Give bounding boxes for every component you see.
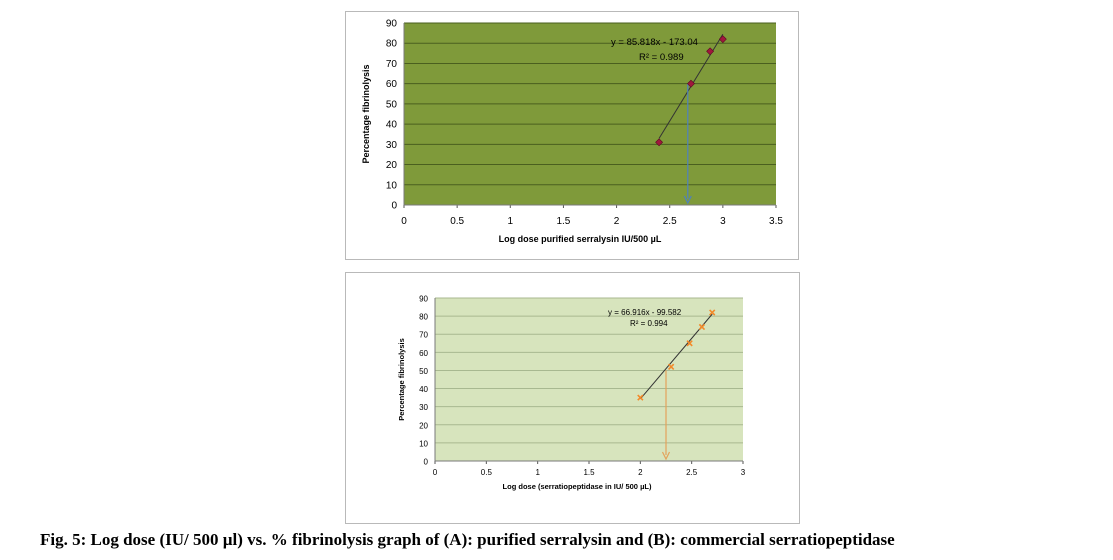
data-point [709,309,716,316]
plot-area [404,23,776,205]
data-point [698,323,706,331]
data-point [686,340,693,347]
y-tick-label: 10 [419,439,428,448]
x-tick-label: 2 [638,468,643,477]
y-tick-label: 10 [386,180,398,191]
y-tick-label: 20 [419,421,428,430]
y-tick-label: 60 [386,79,398,90]
y-tick-label: 50 [386,99,398,110]
data-point [718,35,727,44]
y-tick-label: 80 [386,39,398,50]
x-axis-label: Log dose (serratiopeptidase in IU/ 500 µ… [503,482,652,491]
cropped-text-line [0,0,1113,4]
figure-caption: Fig. 5: Log dose (IU/ 500 µl) vs. % fibr… [40,530,895,549]
y-tick-label: 40 [419,385,428,394]
data-point [637,394,644,401]
chart-panel-a: 0 10 20 30 40 50 60 70 80 90 0 0.5 1 1.5 2 2.5 3 3.5 Log d… [345,11,799,260]
x-tick-label: 2.5 [686,468,698,477]
x-tick-label: 0.5 [481,468,493,477]
y-tick-label: 20 [386,160,398,171]
y-tick-label: 70 [419,331,428,340]
y-tick-label: 30 [386,140,398,151]
y-tick-label: 60 [419,349,428,358]
data-point [706,47,715,56]
drop-arrow-head [683,195,692,205]
x-tick-label: 1.5 [556,216,570,227]
chart-b-svg: 0 10 20 30 40 50 60 70 80 90 0 0.5 1 1.5 2 2.5 3 Log dose… [397,295,746,492]
x-tick-label: 2 [614,216,620,227]
x-tick-label: 3 [741,468,746,477]
y-tick-label: 30 [419,403,428,412]
y-tick-label: 90 [386,19,398,30]
y-axis-label: Percentage fibrinolysis [361,64,371,163]
x-tick-label: 0.5 [450,216,464,227]
x-tick-label: 0 [433,468,438,477]
r-squared-label: R² = 0.994 [630,319,668,328]
chart-a-svg: 0 10 20 30 40 50 60 70 80 90 0 0.5 1 1.5 2 2.5 3 3.5 Log d… [361,19,783,245]
y-tick-label: 0 [424,458,429,467]
x-tick-label: 1.5 [583,468,595,477]
chart-panel-b: 0 10 20 30 40 50 60 70 80 90 0 0.5 1 1.5 2 2.5 3 Log dose… [345,272,800,524]
x-tick-label: 1 [535,468,540,477]
data-point [667,363,675,370]
y-tick-label: 0 [391,201,397,212]
plot-area [435,298,743,461]
x-tick-label: 3 [720,216,726,227]
trendline-equation: y = 66.916x - 99.582 [608,308,682,317]
y-tick-label: 80 [419,313,428,322]
y-axis-label: Percentage fibrinolysis [397,338,406,421]
r-squared-label: R² = 0.989 [639,52,684,63]
y-tick-label: 40 [386,120,398,131]
drop-arrow-head [661,451,671,461]
y-tick-label: 50 [419,367,428,376]
y-tick-label: 90 [419,295,428,304]
x-tick-label: 3.5 [769,216,783,227]
x-axis-label: Log dose purified serralysin IU/500 µL [499,234,662,244]
data-point [655,138,664,147]
trendline-equation: y = 85.818x - 173.04 [611,37,698,48]
x-tick-label: 0 [401,216,407,227]
x-tick-label: 2.5 [663,216,677,227]
x-tick-label: 1 [508,216,514,227]
y-tick-label: 70 [386,59,398,70]
data-point [687,79,695,88]
